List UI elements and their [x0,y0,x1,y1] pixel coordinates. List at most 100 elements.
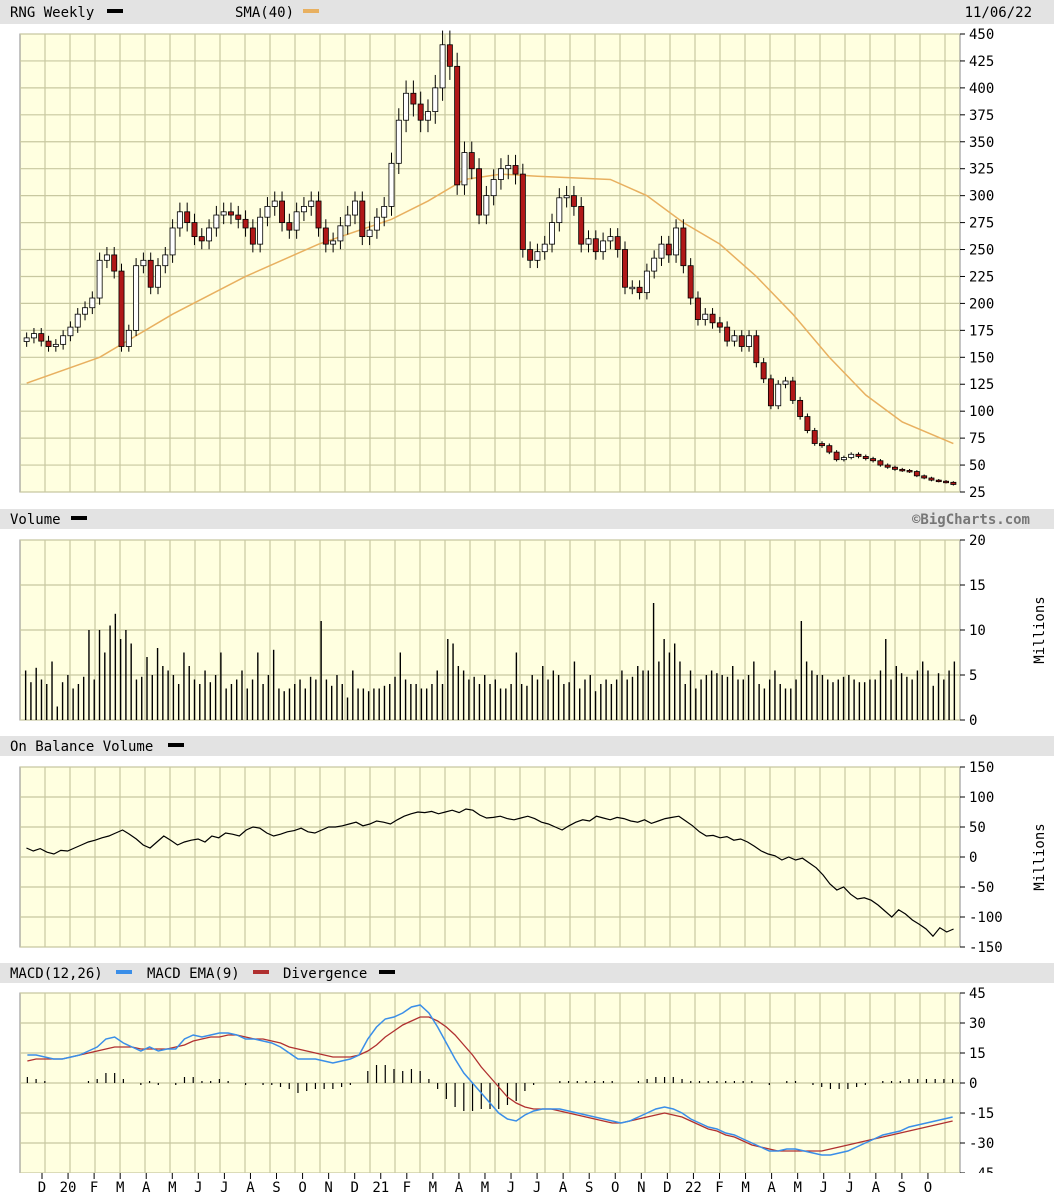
x-tick-label: J [194,1180,202,1196]
candle-down [191,222,198,237]
candle-up [373,216,380,231]
candle-up [162,254,169,267]
candle-up [497,168,504,180]
candle-up [563,195,570,199]
y-tick-label: 400 [969,81,994,97]
y-tick-label: 75 [969,431,986,447]
candle-down [235,214,242,220]
x-tick-label: A [455,1180,464,1196]
y-tick-label: 200 [969,296,994,312]
candle-down [454,65,461,186]
candle-up [206,227,213,242]
y-tick-label: 5 [969,668,977,684]
candle-up [607,236,614,242]
y-tick-label: 425 [969,54,994,70]
candle-down [767,378,774,407]
x-tick-label: O [298,1180,306,1196]
candle-down [760,362,767,380]
y-tick-label: 350 [969,135,994,151]
candle-up [103,254,110,261]
candle-down [578,206,585,245]
x-tick-label: N [637,1180,645,1196]
candle-down [519,173,526,250]
candle-down [622,249,628,288]
macd-ema-label: MACD EMA(9) [147,966,240,982]
x-tick-label: D [663,1180,671,1196]
candle-up [96,259,103,299]
candle-down [724,326,731,342]
candle-down [862,456,869,459]
y-tick-label: 450 [969,27,994,43]
candle-down [906,470,913,473]
candle-up [746,335,752,347]
sma-label: SMA(40) [235,5,294,21]
candle-up [505,165,512,170]
candle-up [82,307,88,315]
y-tick-label: 150 [969,350,994,366]
candle-up [381,206,388,218]
candle-up [658,243,665,259]
candle-down [716,322,723,328]
candle-down [892,466,898,470]
candle-down [38,333,45,342]
macd-header-band [0,963,1054,983]
y-tick-label: 10 [969,623,986,639]
x-tick-label: 20 [60,1180,77,1196]
x-tick-label: S [898,1180,906,1196]
x-tick-label: F [715,1180,723,1196]
candle-up [673,227,680,256]
candle-down [819,443,825,447]
candle-up [848,453,855,458]
y-tick-label: 30 [969,1016,986,1032]
volume-grid [20,539,960,721]
candle-down [738,335,745,347]
candle-down [315,200,322,229]
candle-up [585,238,592,245]
obv-grid [20,766,960,948]
x-tick-label: D [38,1180,46,1196]
x-tick-label: J [846,1180,854,1196]
candle-down [870,458,877,462]
y-tick-label: 45 [969,986,986,1002]
candle-down [928,477,935,481]
x-tick-label: S [272,1180,280,1196]
candle-down [286,222,293,231]
x-tick-label: M [168,1180,176,1196]
candle-up [461,152,468,186]
volume-y-axis: 20 15 10 5 0 [960,533,986,729]
candle-down [950,481,957,485]
y-tick-label: -15 [969,1106,994,1122]
price-header-band [0,0,1054,24]
y-tick-label: 50 [969,820,986,836]
candle-up [534,251,541,261]
candle-up [60,335,67,345]
candle-down [833,451,840,461]
candle-up [643,270,650,294]
candle-down [804,416,811,431]
price-candles [23,30,957,486]
y-tick-label: -150 [969,940,1003,956]
candle-up [308,200,315,207]
y-tick-label: 50 [969,458,986,474]
sma-40-line [26,173,954,445]
candle-down [855,453,862,457]
x-tick-label: M [741,1180,749,1196]
y-tick-label: -100 [969,910,1003,926]
candle-up [257,216,264,245]
candle-up [213,214,220,229]
y-tick-label: 275 [969,216,994,232]
x-tick-label: N [324,1180,332,1196]
y-tick-label: 0 [969,713,977,729]
candle-up [388,162,395,207]
x-tick-label: A [559,1180,568,1196]
candle-up [89,297,96,309]
candle-up [293,211,300,231]
macd-line [27,1004,953,1156]
y-tick-label: 100 [969,790,994,806]
x-tick-label: A [872,1180,881,1196]
y-tick-label: -30 [969,1136,994,1152]
volume-label: Volume [10,512,61,528]
candle-up [600,240,607,253]
candle-up [490,179,497,197]
